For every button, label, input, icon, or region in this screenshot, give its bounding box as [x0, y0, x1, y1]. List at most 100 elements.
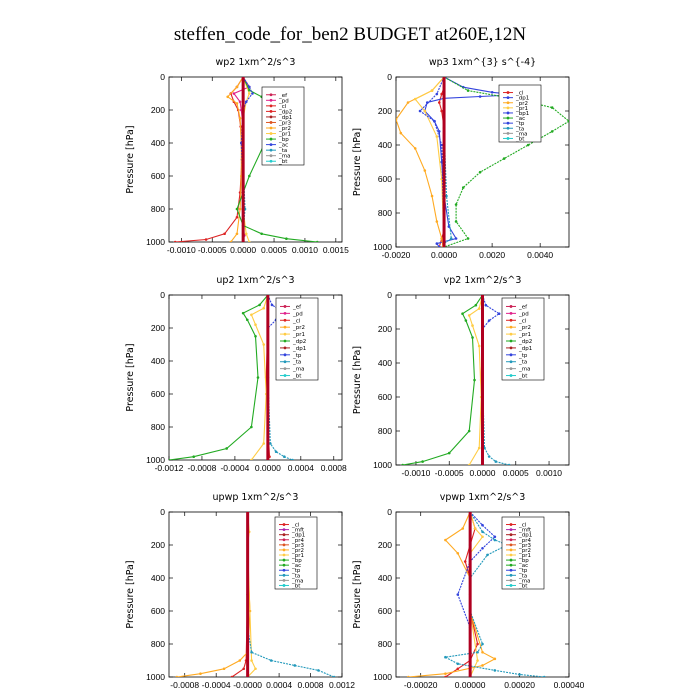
y-tick-label: 200 [378, 540, 392, 550]
series-point-ac [466, 237, 470, 240]
legend-label: _dp2 [518, 339, 532, 345]
legend-label: _pd [518, 311, 529, 317]
series-point-pr1 [250, 659, 253, 662]
y-tick-label: 200 [151, 105, 165, 115]
x-tick-label: 0.00040 [554, 680, 585, 690]
series-point-tp [481, 547, 484, 550]
legend-marker [283, 374, 287, 377]
legend-marker [283, 353, 287, 357]
series-point-bp [315, 240, 319, 242]
y-tick-label: 800 [378, 426, 392, 436]
series-point-pr2 [430, 194, 434, 198]
series-point-cl [463, 560, 467, 563]
legend-label: _dp1 [292, 346, 306, 352]
legend-marker [283, 367, 287, 371]
x-tick-label: -0.0005 [435, 468, 464, 478]
series-point-pr2 [435, 220, 439, 223]
series-point-dp2 [245, 318, 249, 322]
panel-title: wp3 1xm^{3} s^{-4} [429, 57, 536, 68]
series-point-pr1 [476, 659, 479, 662]
x-tick-label: 0.00000 [455, 680, 486, 690]
series-point-bp [248, 174, 251, 178]
series-point-tp [433, 119, 436, 123]
series-point-cl [437, 101, 441, 104]
panel-title: wp2 1xm^2/s^3 [216, 57, 296, 68]
legend-marker [269, 137, 273, 141]
legend-marker [509, 311, 513, 315]
x-tick-label: -0.0005 [198, 245, 227, 255]
series-point-ta [493, 538, 497, 542]
legend-label: _ta [515, 126, 524, 132]
series-point-ta [518, 673, 521, 676]
y-tick-label: 200 [151, 323, 165, 333]
series-point-pr2 [399, 131, 403, 135]
series-point-pr2 [407, 675, 410, 677]
series-point-pr1 [477, 446, 481, 450]
series-line-ta [267, 295, 293, 460]
series-point-pr1 [254, 323, 257, 327]
series-point-ac [461, 186, 465, 189]
panel-4: vp2 1xm^2/s^3 Pressure [hPa] 0 200 400 600 800… [352, 275, 570, 478]
legend-label: _tp [518, 353, 528, 359]
series-point-ac [454, 203, 458, 206]
series-point-pr2 [406, 101, 410, 104]
series-point-dp1 [437, 130, 441, 133]
series-point-ta [507, 463, 511, 465]
legend-marker [282, 568, 286, 572]
x-tick-label: 0.0000 [255, 463, 281, 473]
series-point-cl [242, 667, 246, 671]
legend-marker [283, 318, 287, 322]
series-point-pr2 [226, 95, 229, 99]
legend-label: _tp [518, 568, 528, 574]
legend-label: _pr2 [518, 548, 531, 554]
legend-label: _bt [278, 159, 288, 165]
legend-label: _ta [518, 573, 527, 579]
y-tick-label: 400 [151, 138, 165, 148]
series-point-pr2 [222, 667, 226, 671]
x-tick-label: -0.0008 [170, 680, 199, 690]
legend-marker [506, 131, 510, 135]
legend-label: _bp [518, 558, 529, 564]
legend-label: _cl [518, 523, 527, 529]
legend-label: _cl [518, 318, 527, 324]
y-tick-label: 200 [378, 324, 392, 334]
legend-label: _pr2 [292, 325, 305, 331]
legend-label: _ac [518, 563, 528, 569]
legend-marker [282, 584, 286, 587]
legend-marker [506, 137, 510, 140]
y-tick-label: 0 [160, 290, 165, 300]
legend-marker [269, 143, 273, 147]
series-point-ta [444, 655, 447, 659]
series-point-cl [204, 238, 208, 241]
y-axis-label: Pressure [hPa] [125, 343, 136, 411]
series-point-cl [476, 642, 479, 646]
series-point-tp [440, 143, 443, 147]
legend-marker [509, 533, 513, 537]
y-tick-label: 200 [378, 106, 392, 116]
y-tick-label: 0 [387, 72, 392, 82]
series-point-cl [456, 667, 460, 671]
series-point-ta [445, 194, 448, 198]
legend-marker [506, 126, 510, 130]
legend-label: _bt [291, 583, 301, 589]
legend-marker [506, 96, 510, 100]
legend-label: _pd [292, 311, 303, 317]
series-point-bp [235, 207, 239, 211]
legend-marker [509, 563, 513, 567]
series-point-tp [493, 535, 497, 539]
plot-frame [168, 294, 343, 461]
series-point-dp2 [467, 429, 471, 433]
legend-label: _mft [291, 528, 305, 534]
series-point-dp1 [490, 91, 494, 94]
series-point-ac [567, 119, 569, 123]
legend-label: _pr2 [515, 101, 528, 107]
series-point-pr2 [456, 551, 460, 555]
panel-title: upwp 1xm^2/s^3 [213, 492, 299, 503]
legend-marker [509, 568, 513, 572]
panel-title: vp2 1xm^2/s^3 [444, 275, 522, 286]
series-point-dp1 [478, 95, 482, 98]
y-tick-label: 0 [387, 290, 392, 300]
series-point-pr1 [248, 240, 251, 242]
x-tick-label: -0.0004 [220, 463, 249, 473]
legend-marker [506, 111, 510, 115]
